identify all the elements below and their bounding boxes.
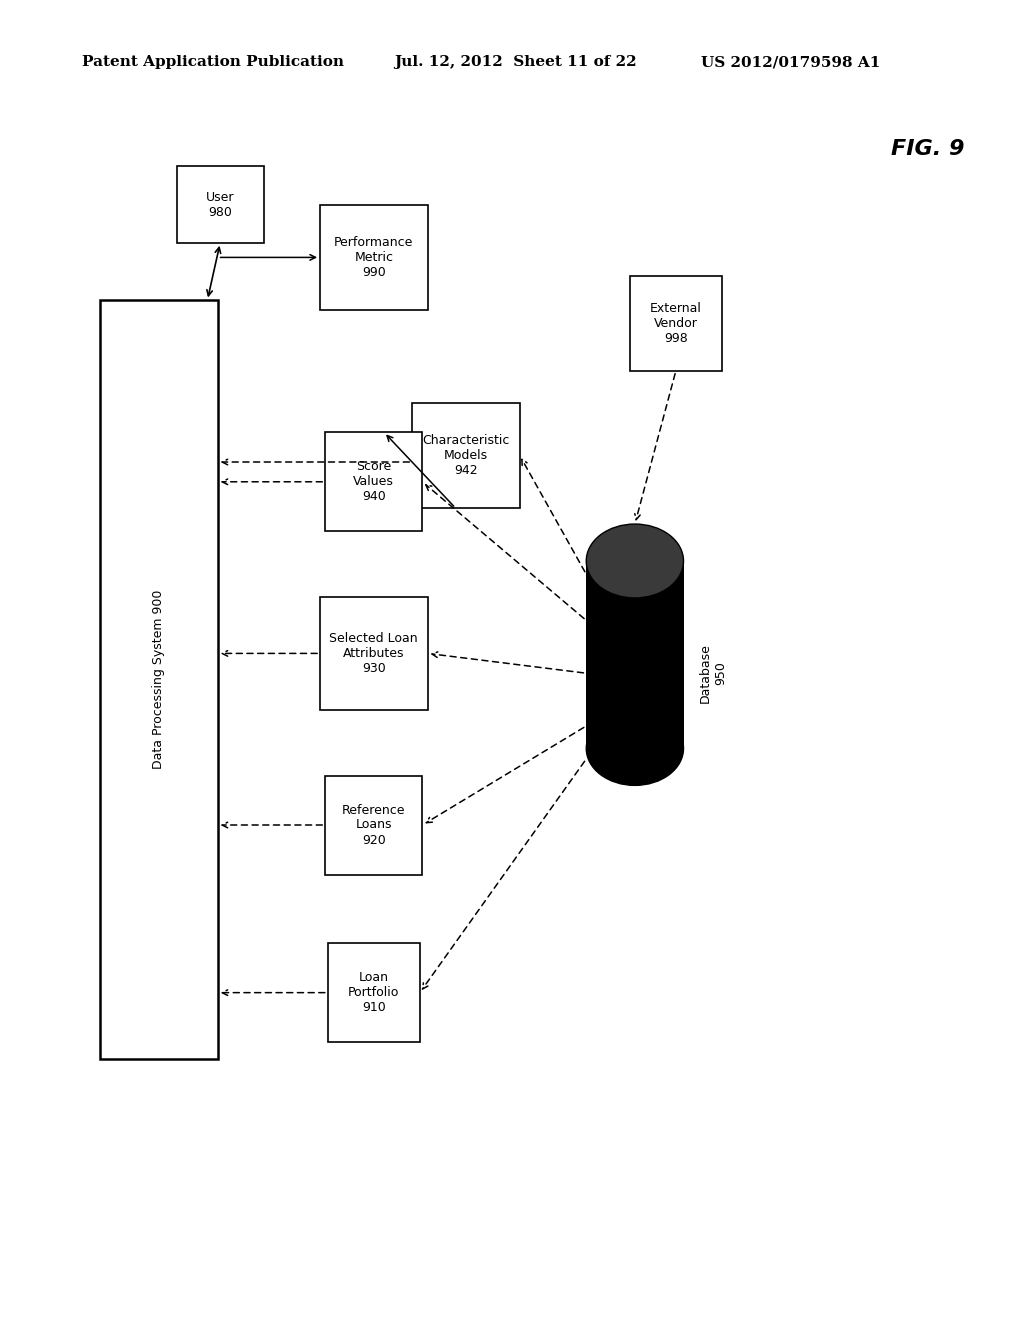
Bar <box>586 561 684 748</box>
Text: External
Vendor
998: External Vendor 998 <box>650 302 701 345</box>
Text: Characteristic
Models
942: Characteristic Models 942 <box>422 434 510 477</box>
Text: Jul. 12, 2012  Sheet 11 of 22: Jul. 12, 2012 Sheet 11 of 22 <box>394 55 637 70</box>
FancyBboxPatch shape <box>319 205 428 310</box>
Text: User
980: User 980 <box>206 190 234 219</box>
Text: US 2012/0179598 A1: US 2012/0179598 A1 <box>701 55 881 70</box>
Text: FIG. 9: FIG. 9 <box>891 139 965 158</box>
Text: Loan
Portfolio
910: Loan Portfolio 910 <box>348 972 399 1014</box>
Text: Data Processing System 900: Data Processing System 900 <box>153 590 165 770</box>
FancyBboxPatch shape <box>412 403 520 508</box>
Text: Selected Loan
Attributes
930: Selected Loan Attributes 930 <box>330 632 418 675</box>
FancyBboxPatch shape <box>326 776 422 874</box>
FancyBboxPatch shape <box>176 166 264 243</box>
FancyBboxPatch shape <box>630 276 722 371</box>
Ellipse shape <box>586 524 684 598</box>
Text: Patent Application Publication: Patent Application Publication <box>82 55 344 70</box>
Text: Database
950: Database 950 <box>698 643 727 704</box>
FancyBboxPatch shape <box>319 597 428 710</box>
FancyBboxPatch shape <box>100 301 218 1059</box>
FancyBboxPatch shape <box>328 942 420 1043</box>
Text: Reference
Loans
920: Reference Loans 920 <box>342 804 406 846</box>
Text: Score
Values
940: Score Values 940 <box>353 461 394 503</box>
Text: Performance
Metric
990: Performance Metric 990 <box>334 236 414 279</box>
FancyBboxPatch shape <box>326 433 422 531</box>
Ellipse shape <box>586 711 684 785</box>
